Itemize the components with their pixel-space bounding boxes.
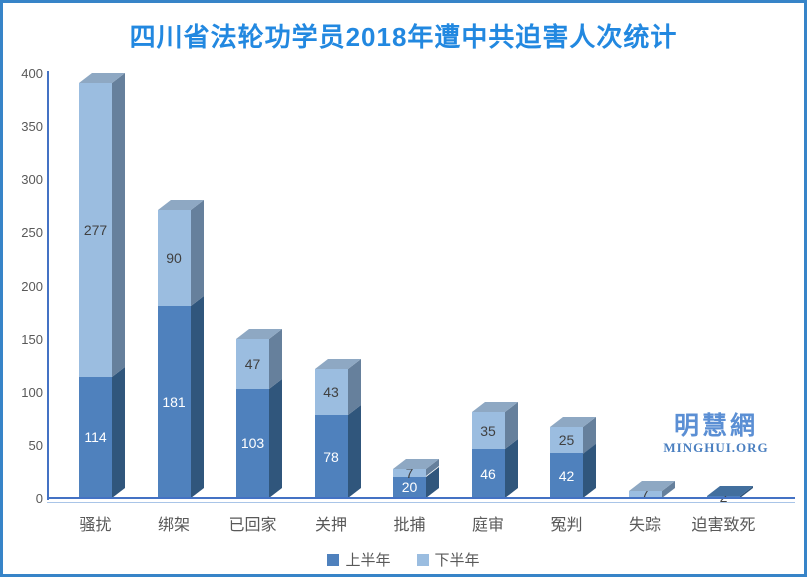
bar-segment-side-face [269,378,282,498]
bar-segment [79,376,112,498]
y-tick-label: 300 [21,172,43,188]
bar-value-label: 43 [323,384,339,401]
bar-value-label: 20 [401,479,418,496]
bar-segment-side-face [269,328,282,389]
y-tick-label: 0 [35,491,43,506]
y-tick-label: 150 [21,331,43,347]
bar-segment [471,449,505,498]
bar-segment [157,305,191,498]
x-tick-label: 失踪 [628,517,661,534]
x-tick-label: 迫害致死 [691,517,756,534]
y-tick-label: 400 [21,66,43,81]
bar-segment-side-face [190,295,204,498]
bar-segment [314,369,348,416]
y-tick-label: 250 [21,225,43,241]
bar-segment [236,388,269,498]
bar-value-label: 7 [641,486,649,503]
minghui-logo-url: MINGHUI.ORG [663,440,769,455]
y-tick-label: 350 [21,119,43,135]
x-tick-label: 已回家 [228,517,277,534]
bar-value-label: 47 [244,355,261,372]
bar-segment [79,82,112,377]
y-tick-label: 200 [21,278,43,294]
chart-canvas: 0 50 100 150 200 250 300 350 400 114 277 181 90 103 4… [3,3,804,574]
bar-value-label: 78 [323,448,339,465]
bar-value-label: 46 [480,465,496,482]
x-tick-label: 关押 [314,517,347,534]
bar-segment [236,338,269,389]
legend-item: 下半年 [416,549,480,570]
legend-swatch-icon [416,553,429,566]
bar-segment [393,469,426,477]
x-tick-label: 绑架 [157,517,190,534]
bar-value-label: 25 [558,432,575,449]
bar-value-label: 277 [83,221,108,238]
bar-segment [157,210,191,306]
bar-value-label: 114 [84,429,107,446]
bar-value-label: 90 [166,249,182,266]
bar-segment [550,426,583,454]
minghui-logo-chinese: 明慧網 [673,412,758,440]
chart-title: 四川省法轮功学员2018年遭中共迫害人次统计 [129,22,678,52]
legend-label: 上半年 [345,552,391,569]
y-axis-line [47,71,49,500]
bar-value-label: 2 [707,489,740,505]
legend-label: 下半年 [434,552,480,569]
bar-value-label: 7 [405,465,414,482]
bar-segment [471,411,505,450]
bar-segment [628,490,662,498]
bar-segment-side-face [347,405,361,498]
bar-segment [707,495,740,498]
bar-segment [314,415,348,498]
legend-swatch-icon [327,553,340,566]
bar-value-label: 42 [558,467,575,484]
bar-segment [393,476,426,498]
x-tick-label: 庭审 [471,517,504,534]
x-axis-line [47,497,795,499]
x-tick-label: 批捕 [393,517,426,534]
x-axis-shadow-line [47,502,795,503]
bar-value-label: 35 [480,422,496,439]
bar-segment-side-face [190,200,204,306]
y-tick-label: 100 [21,384,43,400]
x-tick-label: 冤判 [550,517,583,534]
minghui-logo: 明慧網 MINGHUI.ORG [651,413,781,456]
legend-item: 上半年 [327,549,391,570]
bar-value-label: 103 [240,435,265,452]
bar-segment-side-face [112,72,125,377]
bar-segment-side-face [112,366,125,498]
bar-segment [550,453,583,498]
bar-value-label: 181 [162,393,186,410]
y-tick-label: 50 [28,437,43,453]
chart-legend: 上半年 下半年 [3,549,804,570]
bar-top-face [707,485,753,496]
x-tick-label: 骚扰 [79,517,112,534]
